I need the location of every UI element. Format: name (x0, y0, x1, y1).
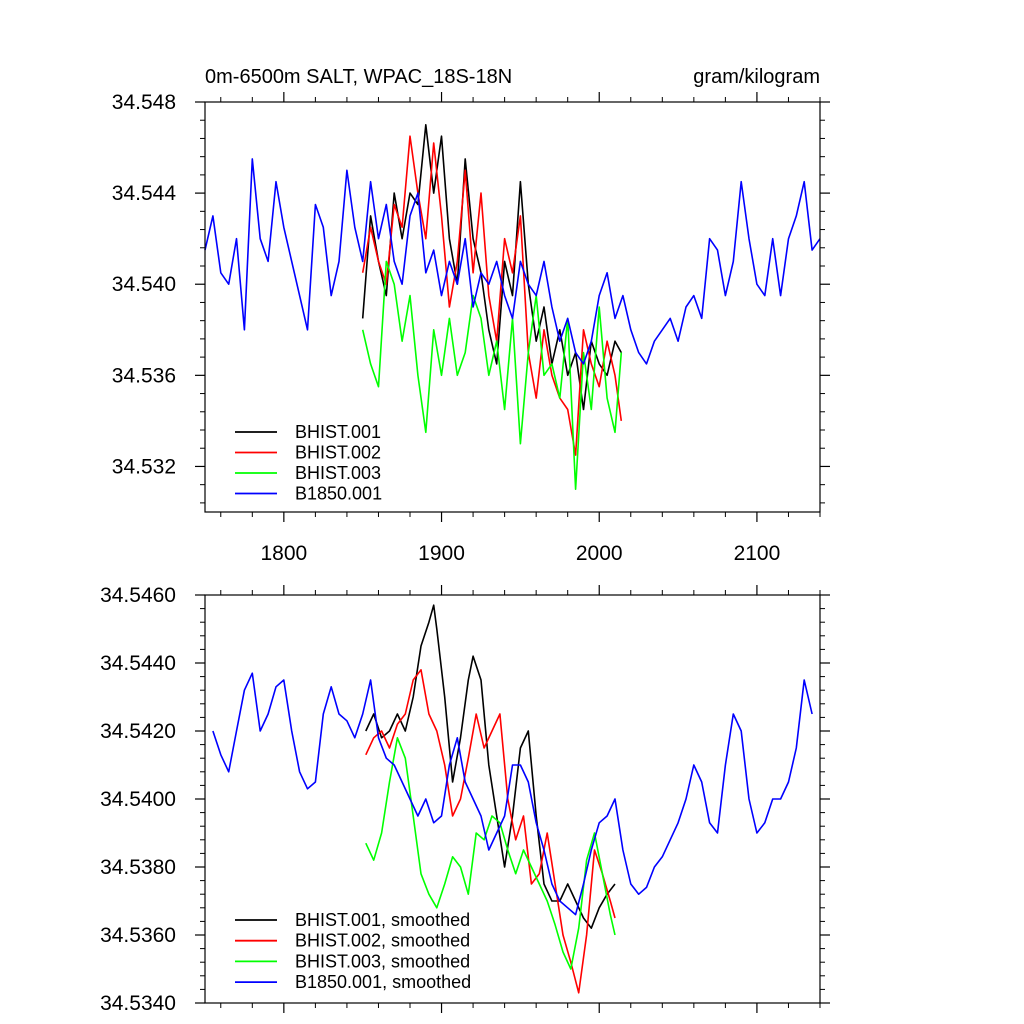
bottom-series-line-4 (212, 672, 813, 916)
bottom-y-tick-label: 34.5400 (100, 788, 176, 811)
top-chart-titles: 0m-6500m SALT, WPAC_18S-18N gram/kilogra… (205, 66, 820, 88)
top-legend-label: B1850.001 (295, 484, 382, 504)
top-chart-panel: 1800 1900 2000 2100 34.532 34.536 34.540 34.544… (112, 91, 830, 565)
top-chart-title: 0m-6500m SALT, WPAC_18S-18N (205, 66, 512, 88)
bottom-y-tick-label: 34.5380 (100, 856, 176, 879)
bottom-series-line-1 (365, 604, 616, 930)
bottom-y-tick-label: 34.5340 (100, 992, 176, 1015)
top-y-tick-label: 34.532 (112, 455, 176, 478)
top-x-tick-label: 1900 (418, 542, 465, 565)
top-x-tick-label: 1800 (260, 542, 307, 565)
top-y-tick-label: 34.544 (112, 182, 177, 205)
top-y-tick-label: 34.540 (112, 273, 176, 296)
bottom-legend-label: BHIST.001, smoothed (295, 910, 470, 930)
bottom-y-tick-label: 34.5460 (100, 584, 176, 607)
top-legend-label: BHIST.003 (295, 463, 381, 483)
top-x-tick-label: 2000 (576, 542, 623, 565)
bottom-legend-label: BHIST.002, smoothed (295, 931, 470, 951)
top-legend-label: BHIST.001 (295, 422, 381, 442)
bottom-y-tick-label: 34.5440 (100, 652, 176, 675)
top-series-line-2 (361, 135, 623, 456)
bottom-y-tick-label: 34.5420 (100, 720, 176, 743)
bottom-legend-label: B1850.001, smoothed (295, 972, 471, 992)
bottom-chart-panel: 34.5340 34.5360 34.5380 34.5400 34.5420 34.54… (100, 584, 830, 1015)
bottom-series-line-3 (365, 736, 616, 970)
top-y-tick-label: 34.536 (112, 364, 176, 387)
top-series-line-3 (361, 260, 623, 491)
bottom-y-tick-label: 34.5360 (100, 924, 176, 947)
bottom-legend-label: BHIST.003, smoothed (295, 951, 470, 971)
top-legend-label: BHIST.002 (295, 443, 381, 463)
top-x-tick-label: 2100 (734, 542, 781, 565)
top-series-line-4 (204, 158, 821, 365)
top-plot-frame (204, 101, 821, 513)
top-chart-units: gram/kilogram (693, 66, 820, 88)
bottom-series-line-2 (365, 668, 616, 994)
top-y-tick-label: 34.548 (112, 91, 176, 114)
